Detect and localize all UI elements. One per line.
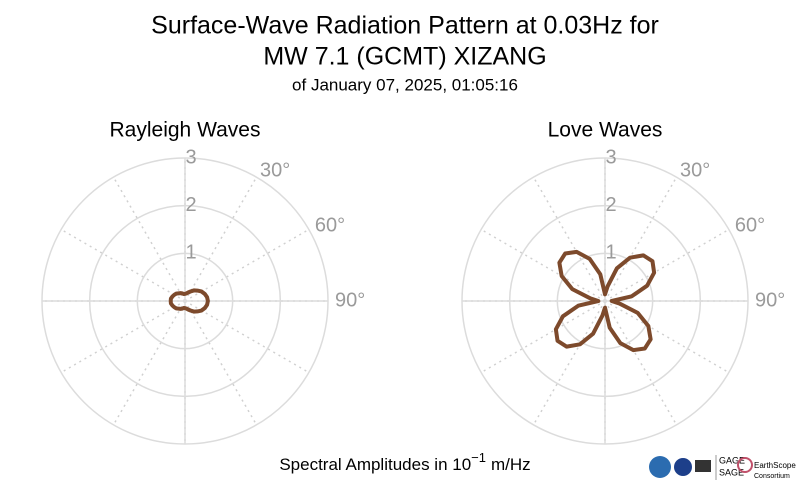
logo-text: SAGE (719, 467, 744, 477)
spoke (60, 300, 186, 374)
logo-text: Consortium (754, 473, 790, 480)
theta-tick-label: 60° (315, 214, 345, 236)
logo-usgs (695, 460, 711, 472)
r-tick-label: 3 (605, 146, 616, 168)
spoke (604, 300, 730, 374)
spoke (480, 228, 606, 302)
subtitle: of January 07, 2025, 01:05:16 (292, 75, 518, 94)
logos: GAGE SAGE EarthScope Consortium (649, 455, 796, 480)
caption-suffix: m/Hz (491, 455, 531, 474)
caption-exponent: −1 (471, 450, 486, 465)
caption-prefix: Spectral Amplitudes in 10 (279, 455, 471, 474)
radiation-curve (553, 249, 657, 353)
r-tick-label: 2 (185, 194, 196, 216)
spoke (184, 228, 310, 302)
theta-tick-label: 30° (260, 159, 290, 181)
panel-title: Love Waves (548, 119, 663, 142)
title-line: Surface-Wave Radiation Pattern at 0.03Hz… (151, 12, 659, 40)
radiation-curve (168, 288, 210, 314)
theta-tick-label: 60° (735, 214, 765, 236)
spoke (184, 300, 310, 374)
spoke (532, 300, 606, 426)
logo-nasa (674, 458, 692, 476)
logo-seal (649, 456, 671, 478)
r-tick-label: 2 (605, 194, 616, 216)
spoke (112, 176, 186, 302)
title-line: MW 7.1 (GCMT) XIZANG (263, 43, 546, 71)
logo-text: GAGE (719, 455, 745, 465)
r-tick-label: 1 (185, 242, 196, 264)
panel-title: Rayleigh Waves (110, 119, 261, 142)
logo-earthscope (737, 457, 753, 473)
spoke (112, 300, 186, 426)
theta-tick-label: 90° (755, 289, 785, 311)
logo-text: EarthScope (754, 461, 796, 470)
theta-tick-label: 90° (335, 289, 365, 311)
theta-tick-label: 30° (680, 159, 710, 181)
r-tick-label: 1 (605, 242, 616, 264)
r-tick-label: 3 (185, 146, 196, 168)
spoke (60, 228, 186, 302)
caption: Spectral Amplitudes in 10−1 m/Hz (279, 450, 530, 474)
spoke (184, 300, 258, 426)
